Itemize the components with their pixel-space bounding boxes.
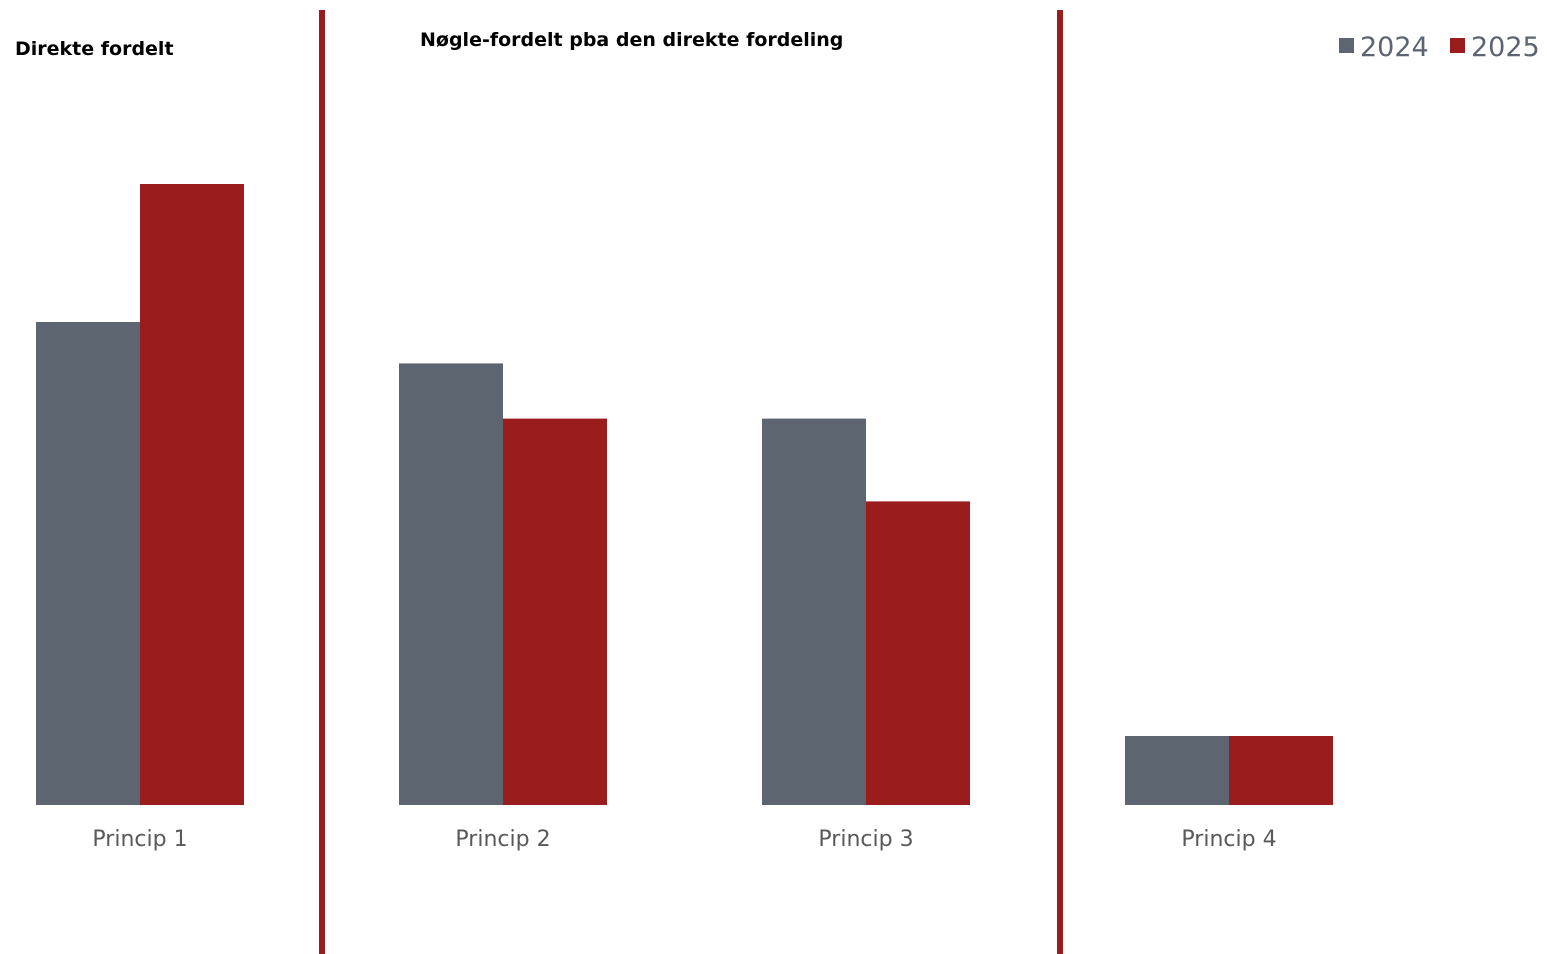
bar-princip-1-2025 — [140, 184, 244, 805]
category-label-princip-2: Princip 2 — [455, 827, 550, 852]
category-label-princip-1: Princip 1 — [92, 827, 187, 852]
bar-princip-1-2024 — [36, 322, 140, 805]
legend-label-2025: 2025 — [1471, 32, 1540, 63]
bar-princip-3-2025 — [866, 501, 970, 805]
category-label-princip-4: Princip 4 — [1181, 827, 1276, 852]
bar-princip-3-2024 — [762, 418, 866, 805]
bars — [36, 184, 1333, 805]
legend-swatch-2024 — [1339, 38, 1354, 53]
legend: 2024 2025 — [1339, 32, 1540, 63]
category-labels: Princip 1 Princip 2 Princip 3 Princip 4 — [92, 827, 1276, 852]
bar-princip-4-2024 — [1125, 736, 1229, 805]
bar-princip-4-2025 — [1229, 736, 1333, 805]
bar-princip-2-2024 — [399, 363, 503, 805]
section-dividers — [319, 10, 1063, 954]
legend-swatch-2025 — [1450, 38, 1465, 53]
category-label-princip-3: Princip 3 — [818, 827, 913, 852]
section-title-noegle-fordelt: Nøgle-fordelt pba den direkte fordeling — [420, 29, 843, 51]
bar-princip-2-2025 — [503, 418, 607, 805]
section-title-direkte-fordelt: Direkte fordelt — [15, 38, 174, 60]
legend-label-2024: 2024 — [1360, 32, 1429, 63]
